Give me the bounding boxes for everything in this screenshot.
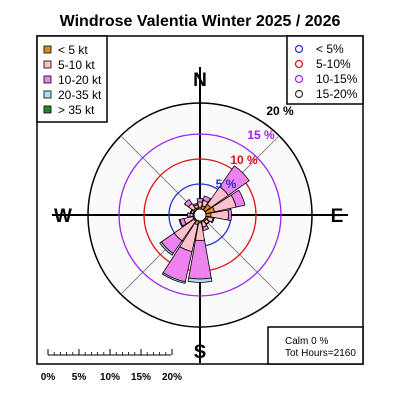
compass-n: N (193, 70, 207, 91)
wedge-n-bin2 (196, 198, 204, 203)
compass-s: S (194, 342, 207, 363)
chart-title: Windrose Valentia Winter 2025 / 2026 (60, 13, 341, 30)
ring-legend-label-0: < 5% (316, 42, 344, 56)
plot-frame (36, 35, 364, 365)
speed-legend-swatch-4 (43, 105, 52, 114)
calm-text: Calm 0 % (285, 336, 328, 347)
calm-info: Calm 0 % Tot Hours=2160 (267, 326, 364, 365)
ring-label-15: 15 % (247, 128, 275, 142)
wedge-w-bin2 (187, 212, 191, 218)
compass-w: W (54, 206, 72, 227)
scale-label-0: 0% (41, 372, 56, 383)
wedge-wsw-bin3 (178, 218, 184, 228)
wedge-nnw-bin2 (192, 202, 199, 207)
total-hours-text: Tot Hours=2160 (285, 348, 356, 359)
ring-legend: < 5%5-10%10-15%15-20% (286, 35, 364, 105)
ring-legend-marker-0 (294, 44, 304, 54)
ring-legend-label-2: 10-15% (316, 72, 358, 86)
speed-legend-label-0: < 5 kt (58, 43, 88, 57)
speed-legend-swatch-1 (43, 60, 52, 69)
wedge-ene-bin2 (230, 189, 246, 208)
wedge-ssw-bin3 (161, 272, 186, 284)
speed-legend-swatch-3 (43, 90, 52, 99)
compass-labels: N E S W (54, 70, 343, 363)
scale-label-3: 15% (131, 372, 151, 383)
frequency-wedges (159, 165, 250, 284)
speed-legend-label-1: 5-10 kt (58, 58, 95, 72)
compass-e: E (331, 206, 344, 227)
speed-legend-label-4: > 35 kt (58, 103, 95, 117)
wedge-s-bin3 (187, 277, 213, 283)
scale-label-2: 10% (100, 372, 120, 383)
scale-label-1: 5% (72, 372, 87, 383)
ring-legend-box (286, 35, 364, 105)
speed-legend-swatch-0 (43, 45, 52, 54)
ring-legend-label-1: 5-10% (316, 57, 351, 71)
calm-info-box (267, 326, 364, 365)
calm-center-circle (193, 208, 207, 222)
ring-labels: 5 % 10 % 15 % 20 % (216, 104, 294, 191)
wedge-ne-bin2 (219, 165, 250, 196)
wedge-nne-bin2 (202, 195, 212, 203)
ring-legend-marker-3 (294, 89, 304, 99)
ring-legend-marker-1 (294, 59, 304, 69)
wedge-se-bin2 (205, 220, 210, 225)
ring-label-20: 20 % (266, 104, 294, 118)
ring-legend-marker-2 (294, 74, 304, 84)
speed-legend-swatch-2 (43, 75, 52, 84)
ring-label-5: 5 % (216, 177, 237, 191)
ring-legend-label-3: 15-20% (316, 87, 358, 101)
wedge-sw-bin3 (159, 241, 174, 256)
speed-legend-label-2: 10-20 kt (58, 73, 102, 87)
ring-label-10: 10 % (230, 153, 258, 167)
wedge-nw-bin2 (183, 198, 193, 208)
distance-scale: 0% 5% 10% 15% 20% (41, 349, 182, 383)
wedge-sse-bin2 (202, 224, 210, 232)
wedge-ese-bin2 (210, 217, 215, 224)
wedge-e-bin2 (227, 209, 232, 221)
speed-legend-label-3: 20-35 kt (58, 88, 102, 102)
ring-15-pct (118, 133, 282, 297)
scale-label-4: 20% (162, 372, 182, 383)
